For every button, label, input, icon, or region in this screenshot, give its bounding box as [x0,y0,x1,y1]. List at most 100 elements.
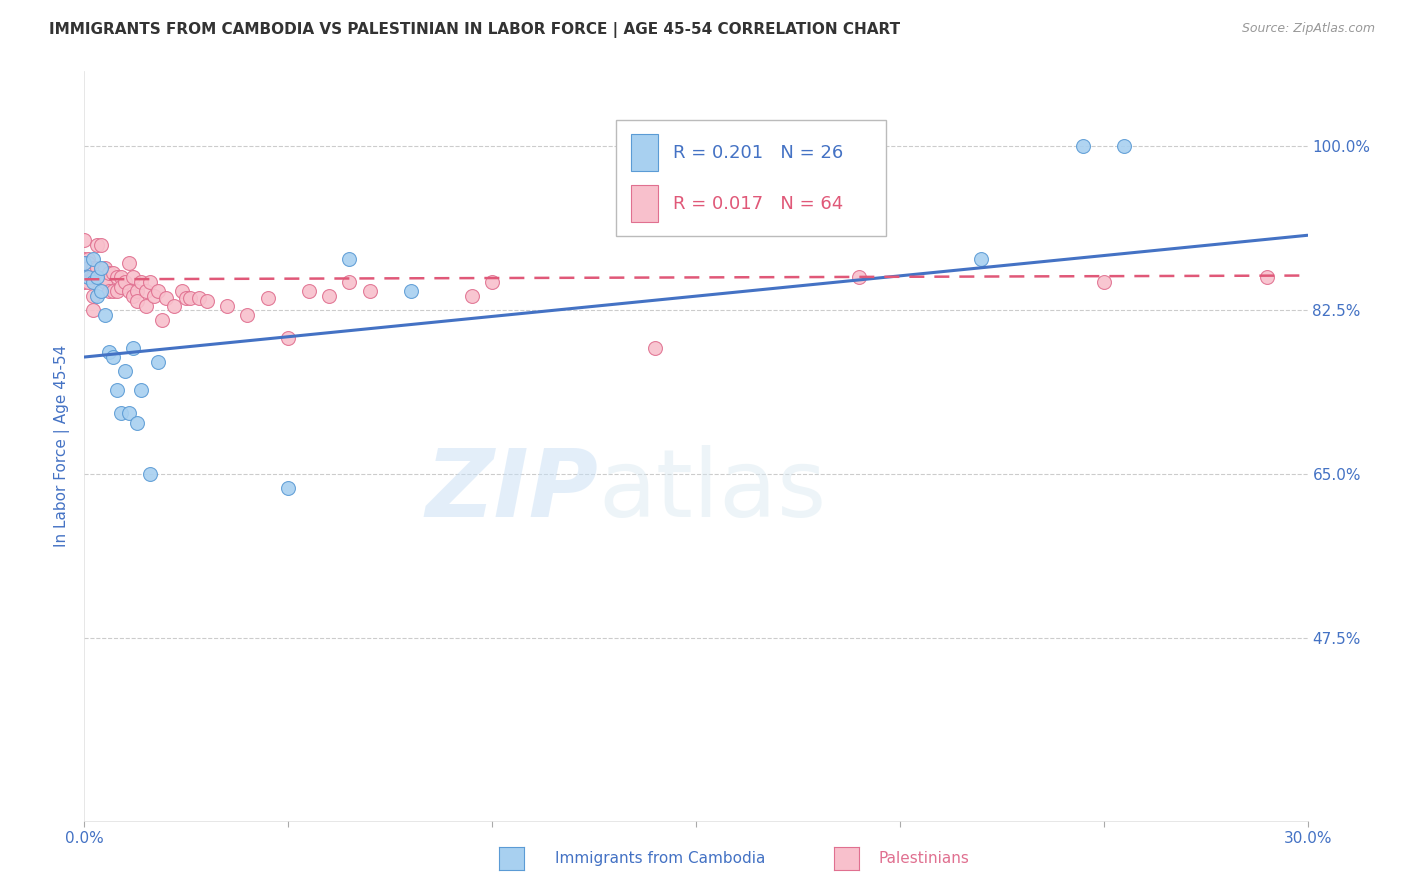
Point [1256,270,1278,285]
Point [114,275,136,289]
Point [82,270,104,285]
Point [97,266,120,280]
Point [277,331,299,345]
Point [127,285,149,299]
Point [82,252,104,266]
Point [135,285,157,299]
Point [644,341,666,355]
Point [101,350,124,364]
Point [97,285,120,299]
Point [86,261,108,276]
Point [138,467,160,482]
Point [93,270,115,285]
Point [110,406,132,420]
Point [73,256,96,270]
Point [93,308,115,322]
Point [73,252,96,266]
Point [1073,139,1095,153]
Point [127,293,149,308]
Point [101,285,124,299]
Point [86,270,108,285]
Point [73,261,96,276]
Point [90,266,112,280]
Point [318,289,340,303]
Point [339,252,361,266]
Text: IMMIGRANTS FROM CAMBODIA VS PALESTINIAN IN LABOR FORCE | AGE 45-54 CORRELATION C: IMMIGRANTS FROM CAMBODIA VS PALESTINIAN … [49,22,900,38]
FancyBboxPatch shape [631,186,658,222]
Text: Source: ZipAtlas.com: Source: ZipAtlas.com [1241,22,1375,36]
Point [101,266,124,280]
Point [399,285,422,299]
Point [122,289,145,303]
Point [127,416,149,430]
Point [118,285,141,299]
Point [105,383,128,397]
Point [105,270,128,285]
Point [77,256,100,270]
Point [131,383,153,397]
Point [77,252,100,266]
Point [110,280,132,294]
Point [118,406,141,420]
Point [86,237,108,252]
Text: atlas: atlas [598,445,827,537]
Point [146,355,169,369]
Point [118,256,141,270]
Point [90,261,112,276]
Point [970,252,993,266]
Point [86,270,108,285]
Point [217,299,239,313]
Point [110,270,132,285]
Point [150,312,173,326]
Point [848,270,870,285]
Point [82,289,104,303]
Point [135,299,157,313]
Point [1092,275,1115,289]
Point [77,275,100,289]
Point [77,261,100,276]
Point [146,285,169,299]
Point [1114,139,1136,153]
Point [172,285,194,299]
Text: ZIP: ZIP [425,445,598,537]
Point [105,285,128,299]
Point [93,261,115,276]
Point [73,275,96,289]
FancyBboxPatch shape [616,120,886,236]
Point [179,291,201,305]
Point [90,285,112,299]
Point [163,299,186,313]
Point [86,289,108,303]
Point [82,261,104,276]
Point [138,275,160,289]
Point [277,481,299,495]
Point [73,256,96,270]
Point [122,341,145,355]
Point [142,289,165,303]
Point [298,285,321,299]
Point [481,275,503,289]
Point [122,270,145,285]
Point [114,364,136,378]
Point [97,345,120,359]
Point [187,291,209,305]
Text: R = 0.201   N = 26: R = 0.201 N = 26 [672,144,844,161]
Text: Immigrants from Cambodia: Immigrants from Cambodia [555,851,766,865]
Point [73,233,96,247]
Point [93,275,115,289]
Point [155,291,177,305]
Text: Palestinians: Palestinians [879,851,970,865]
Point [82,303,104,318]
Y-axis label: In Labor Force | Age 45-54: In Labor Force | Age 45-54 [55,345,70,547]
Point [195,293,218,308]
Point [236,308,259,322]
Point [174,291,197,305]
Point [90,237,112,252]
FancyBboxPatch shape [631,134,658,171]
Point [82,275,104,289]
Point [131,275,153,289]
Point [257,291,280,305]
Text: R = 0.017   N = 64: R = 0.017 N = 64 [672,194,844,212]
Point [359,285,381,299]
Point [461,289,484,303]
